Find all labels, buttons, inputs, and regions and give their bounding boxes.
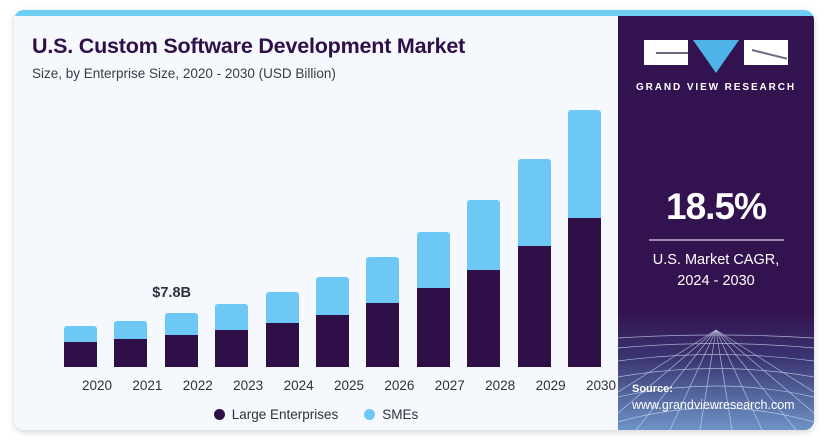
infographic-card: U.S. Custom Software Development Market …: [14, 10, 814, 430]
logo-marks: [644, 40, 788, 73]
bar-segment-smes-2028: [467, 200, 501, 271]
bar-segment-smes-2021: [114, 320, 148, 340]
bar-segment-large-enterprises-2023: [215, 330, 249, 367]
legend-swatch-smes: [364, 409, 376, 420]
legend-item-large-enterprises: Large Enterprises: [213, 407, 339, 422]
brand-panel: GRAND VIEW RESEARCH 18.5% U.S. Market CA…: [618, 16, 814, 430]
x-axis-label-2026: 2026: [384, 378, 415, 393]
source-block: Source: www.grandviewresearch.com: [632, 383, 795, 412]
bar-chart-plot: $7.8B 2020 2021 2022 2023 2024 2025 2026 2027 20…: [14, 16, 618, 430]
bar-segment-smes-2020: [64, 325, 97, 342]
cagr-caption-line1: U.S. Market CAGR,: [652, 252, 780, 268]
bar-2030: [568, 109, 601, 367]
x-axis-label-2022: 2022: [182, 378, 213, 393]
bar-segment-large-enterprises-2021: [114, 339, 148, 367]
logo-box-left-icon: [644, 40, 688, 65]
bar-2023: [215, 304, 249, 367]
legend-label-large-enterprises: Large Enterprises: [231, 407, 339, 422]
bar-2028: [467, 200, 501, 367]
x-axis-label-2027: 2027: [434, 378, 465, 393]
bar-segment-smes-2024: [265, 291, 299, 324]
source-url: www.grandviewresearch.com: [632, 398, 795, 412]
bar-2026: [366, 256, 400, 367]
x-axis-label-2030: 2030: [585, 378, 617, 393]
source-label: Source:: [632, 383, 673, 395]
bar-2021: [114, 320, 148, 367]
legend-swatch-large-enterprises: [213, 409, 225, 420]
bar-segment-smes-2022: [164, 312, 198, 335]
logo-triangle-icon: [693, 40, 739, 73]
bar-segment-large-enterprises-2026: [366, 302, 400, 367]
bar-segment-smes-2030: [568, 109, 601, 219]
mesh-grid-icon: [618, 329, 814, 430]
bar-segment-large-enterprises-2027: [416, 288, 450, 367]
mesh-graphic: [618, 312, 814, 430]
x-axis-label-2020: 2020: [81, 378, 113, 393]
x-axis-label-2023: 2023: [233, 378, 264, 393]
x-axis-label-2029: 2029: [535, 378, 566, 393]
page-title: U.S. Custom Software Development Market: [32, 34, 466, 58]
bar-2020: [64, 325, 97, 367]
bar-segment-large-enterprises-2029: [517, 246, 551, 367]
bar-segment-large-enterprises-2030: [568, 218, 601, 367]
brand-name: GRAND VIEW RESEARCH: [636, 82, 796, 93]
x-axis-label-2024: 2024: [283, 378, 314, 393]
bar-segment-large-enterprises-2024: [265, 323, 299, 367]
x-axis-label-2021: 2021: [132, 378, 163, 393]
bar-segment-large-enterprises-2020: [64, 341, 97, 367]
bar-segment-smes-2025: [316, 277, 349, 315]
x-axis-label-2028: 2028: [485, 378, 516, 393]
bar-2024: [265, 291, 299, 367]
bar-2022: [164, 312, 198, 367]
legend-label-smes: SMEs: [382, 407, 419, 422]
chart-area: U.S. Custom Software Development Market …: [14, 16, 618, 430]
bar-value-callout: $7.8B: [152, 284, 191, 301]
cagr-caption-line2: 2024 - 2030: [677, 273, 755, 290]
divider: [648, 239, 784, 241]
logo-box-right-icon: [744, 40, 788, 65]
bar-2029: [517, 159, 551, 367]
chart-subtitle: Size, by Enterprise Size, 2020 - 2030 (U…: [32, 66, 336, 81]
legend-item-smes: SMEs: [364, 407, 418, 422]
grand-view-research-logo-icon: GRAND VIEW RESEARCH: [618, 40, 814, 93]
bar-segment-smes-2023: [215, 304, 249, 331]
chart-heading: U.S. Custom Software Development Market …: [32, 34, 465, 81]
top-accent-bar: [14, 10, 814, 16]
bar-2027: [416, 231, 450, 367]
bar-segment-large-enterprises-2025: [316, 314, 349, 367]
bar-segment-large-enterprises-2028: [467, 270, 501, 367]
bar-segment-smes-2026: [366, 256, 400, 303]
bar-2025: [316, 277, 349, 367]
bar-segment-smes-2029: [517, 159, 551, 247]
cagr-value: 18.5%: [666, 186, 767, 227]
chart-legend: Large Enterprises SMEs: [14, 407, 618, 422]
cagr-stat-block: 18.5% U.S. Market CAGR, 2024 - 2030: [618, 186, 814, 292]
bar-segment-large-enterprises-2022: [164, 334, 198, 367]
x-axis-label-2025: 2025: [333, 378, 365, 393]
bar-segment-smes-2027: [416, 231, 450, 289]
